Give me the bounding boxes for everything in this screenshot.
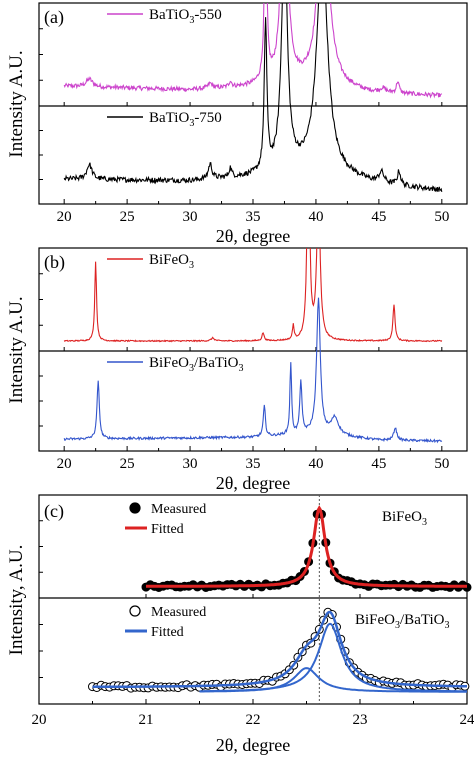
series-line <box>63 297 443 444</box>
x-tick-label: 40 <box>308 209 323 225</box>
series-line <box>63 3 443 99</box>
y-axis-label: Intensity A.U. <box>6 296 27 403</box>
x-tick-label: 45 <box>371 456 386 472</box>
legend-tail: -750 <box>194 110 222 126</box>
sample-main: BiFeO <box>355 612 395 628</box>
x-tick-label: 45 <box>371 209 386 225</box>
x-tick-label: 30 <box>183 456 198 472</box>
legend-measured: Measured <box>151 605 206 620</box>
sample-sub2: 3 <box>444 620 449 631</box>
panel-c: 20 21 22 23 24 2θ, degree (c) Measured Fitted BiF… <box>32 494 474 755</box>
legend-tail: -550 <box>194 7 222 23</box>
plot-frame <box>38 494 468 705</box>
x-axis-label: 2θ, degree <box>216 735 291 755</box>
x-axis-label: 2θ, degree <box>216 473 291 493</box>
series-line <box>63 3 443 193</box>
legend-main: BaTiO <box>149 7 189 23</box>
sample-sub: 3 <box>422 517 427 528</box>
fitted-line <box>146 505 467 588</box>
x-tick-label: 25 <box>120 209 135 225</box>
legend-marker <box>129 502 141 514</box>
y-axis-label: Intensity, A.U. <box>6 545 27 656</box>
legend-tail: /BaTiO <box>194 355 239 371</box>
y-labels: Intensity A.U. Intensity A.U. Intensity, A… <box>6 50 27 655</box>
x-tick-label: 35 <box>246 209 261 225</box>
x-tick-label: 23 <box>353 712 368 728</box>
x-tick-label: 20 <box>32 712 47 728</box>
legend-main: BaTiO <box>149 110 189 126</box>
x-tick-label: 22 <box>246 712 261 728</box>
x-tick-label: 20 <box>57 209 72 225</box>
series-line <box>63 248 443 343</box>
sample-main: BiFeO <box>382 509 422 525</box>
legend-label: BiFeO3/BaTiO3 <box>149 355 243 374</box>
fitted-line <box>92 610 467 689</box>
legend-label: BaTiO3-750 <box>149 110 222 129</box>
x-tick-label: 24 <box>460 712 474 728</box>
x-tick-label: 40 <box>308 456 323 472</box>
legend-sub2: 3 <box>238 363 243 374</box>
legend-label: BiFeO3 <box>149 252 194 271</box>
sample-sub: 3 <box>395 620 400 631</box>
legend-fitted: Fitted <box>151 522 184 537</box>
legend-measured: Measured <box>151 502 206 517</box>
legend-marker <box>129 605 141 617</box>
x-axis-label: 2θ, degree <box>216 226 291 246</box>
panel-label: (a) <box>44 7 64 28</box>
fit-component-line <box>199 622 468 693</box>
panel-label: (c) <box>44 501 64 522</box>
x-tick-label: 50 <box>434 209 449 225</box>
legend-sub: 3 <box>189 15 194 26</box>
legend-sub: 3 <box>189 363 194 374</box>
x-tick-label: 35 <box>246 456 261 472</box>
sample-tail: /BaTiO <box>400 612 445 628</box>
y-axis-label: Intensity A.U. <box>6 50 27 157</box>
x-tick-label: 30 <box>183 209 198 225</box>
sample-label: BiFeO3 <box>382 509 427 528</box>
legend-label: BaTiO3-550 <box>149 7 222 26</box>
legend-sub: 3 <box>189 260 194 271</box>
x-tick-label: 20 <box>57 456 72 472</box>
legend-fitted: Fitted <box>151 625 184 640</box>
legend-main: BiFeO <box>149 252 189 268</box>
x-tick-label: 50 <box>434 456 449 472</box>
panel-label: (b) <box>44 252 65 273</box>
x-tick-label: 25 <box>120 456 135 472</box>
x-tick-label: 21 <box>139 712 154 728</box>
legend-main: BiFeO <box>149 355 189 371</box>
sample-label: BiFeO3/BaTiO3 <box>355 612 449 631</box>
legend-sub: 3 <box>189 118 194 129</box>
